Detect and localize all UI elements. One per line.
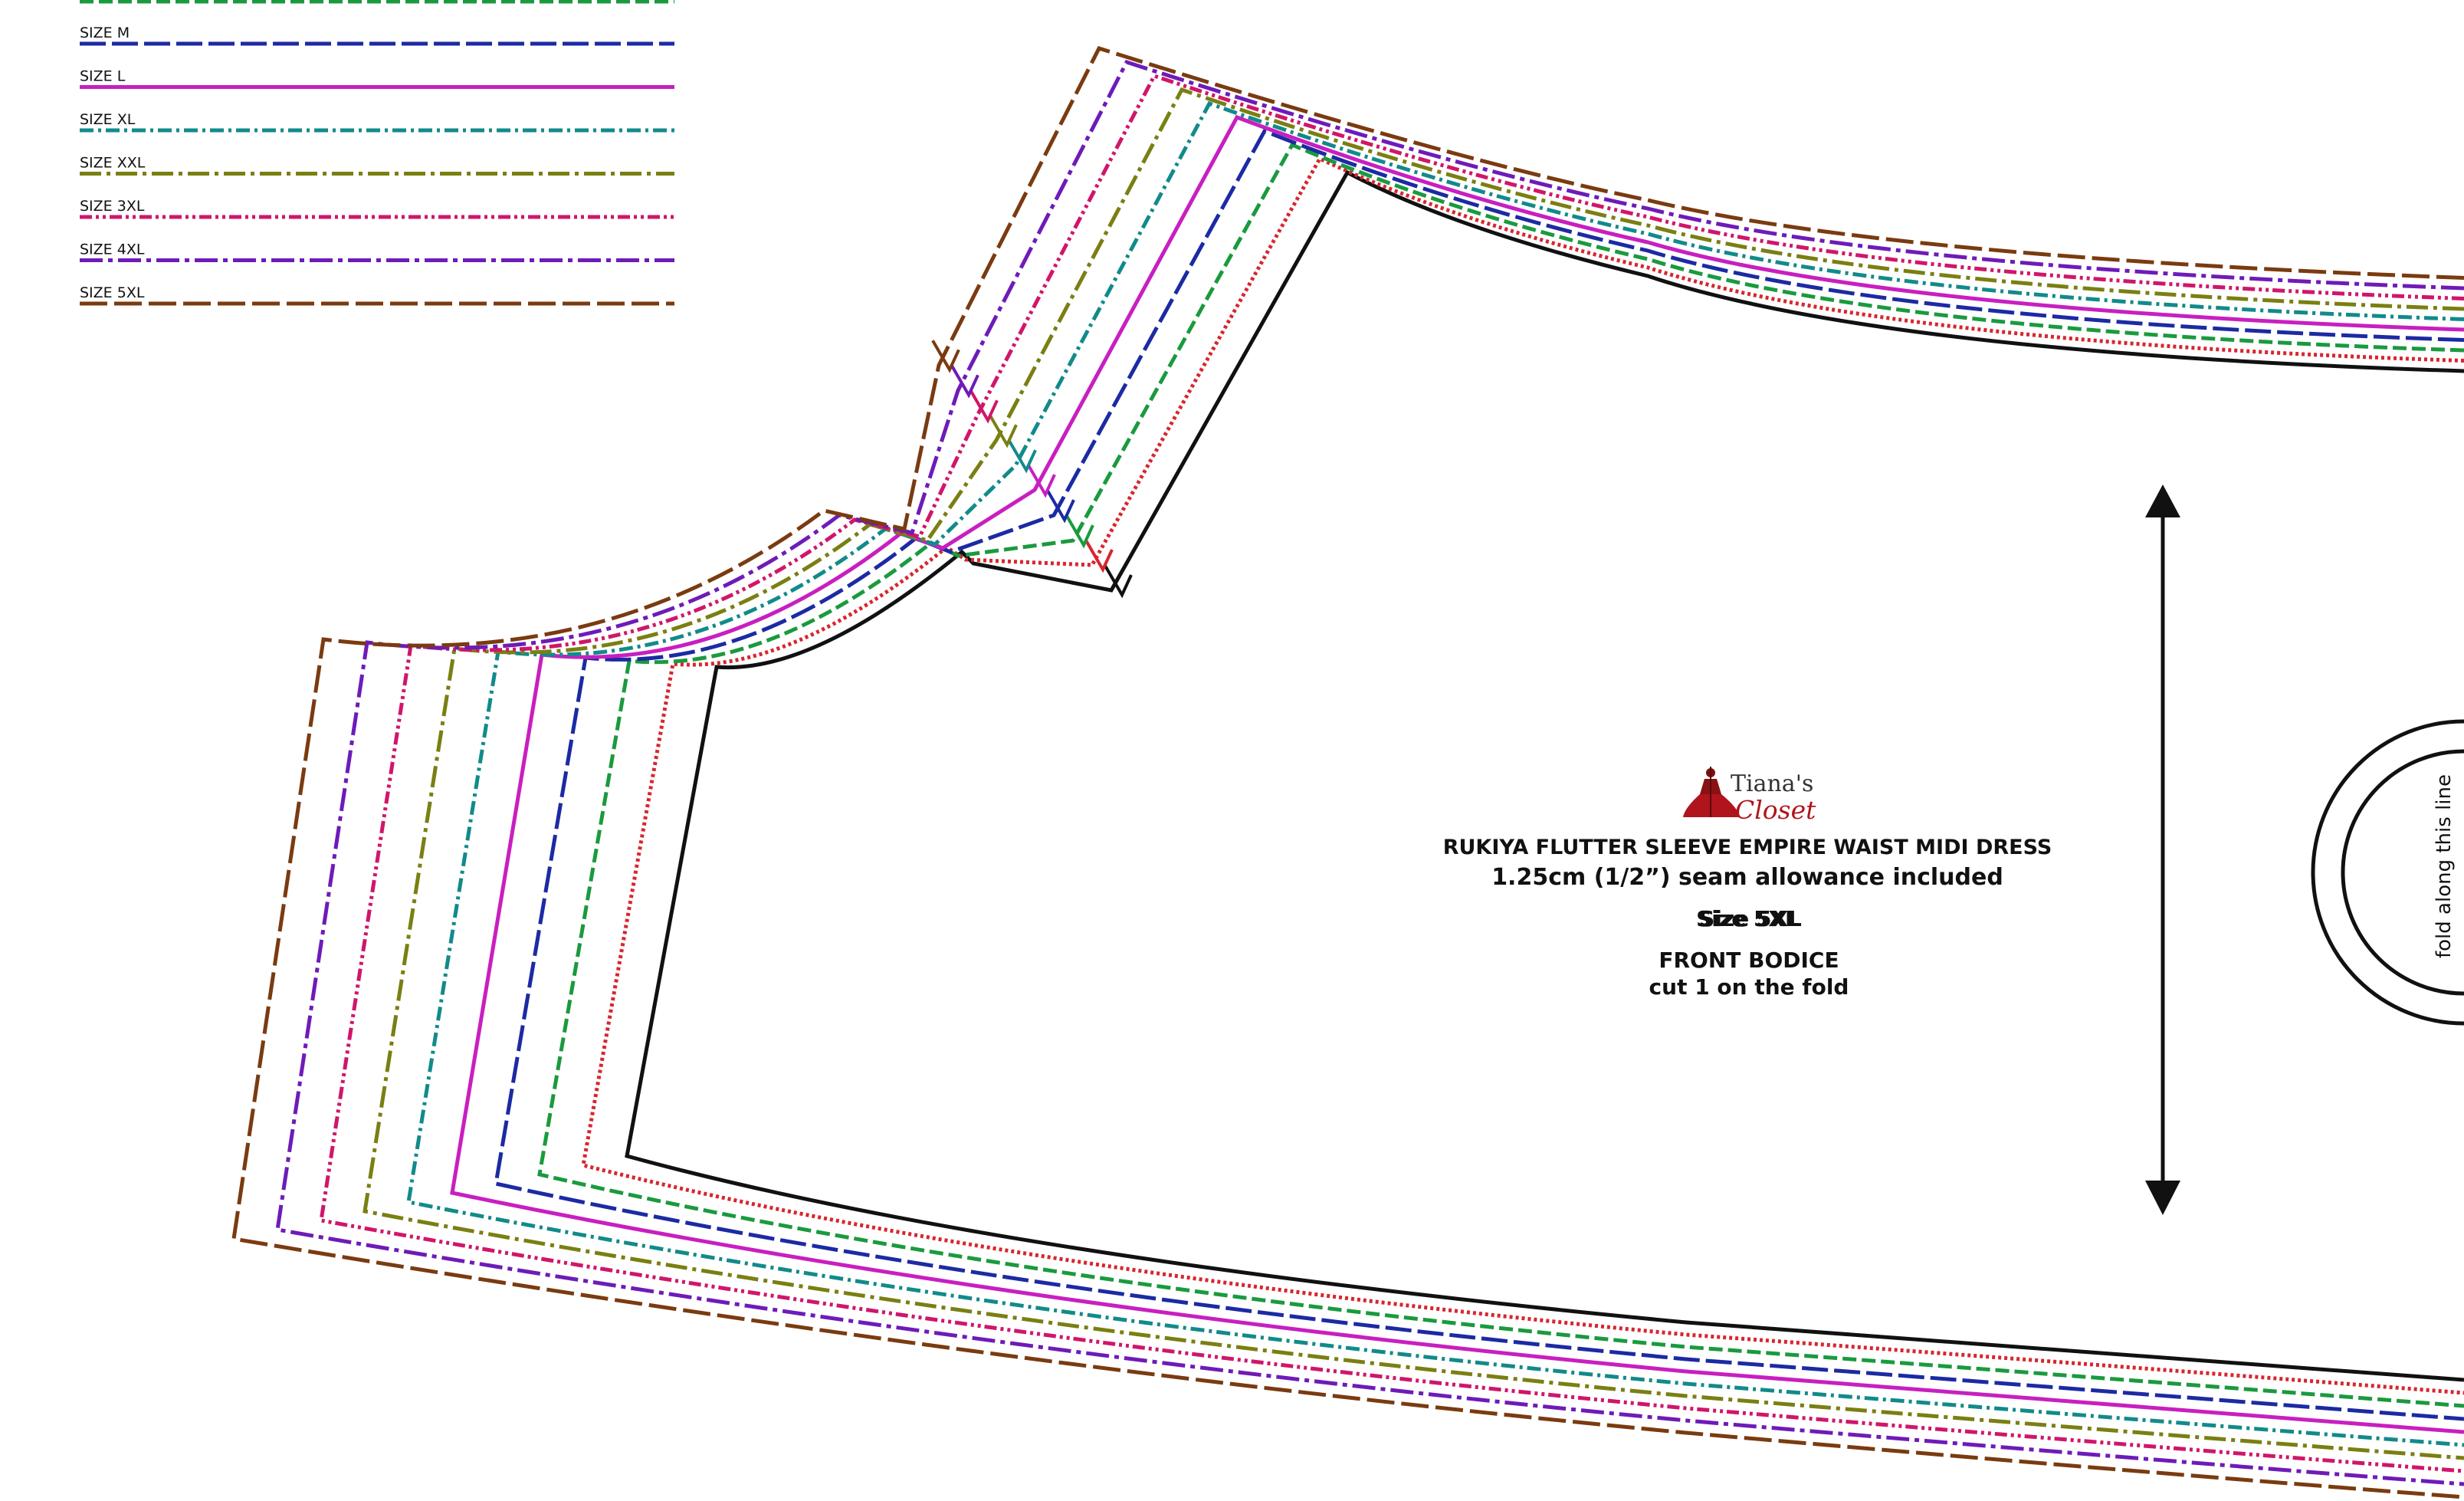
- grainline-arrow: [2145, 484, 2180, 1215]
- size-outline: [231, 45, 2464, 1499]
- notch-mark: [931, 340, 960, 373]
- fold-instruction: fold along this line: [2433, 774, 2456, 958]
- brand-name-bottom: Closet: [1735, 795, 1816, 825]
- size-outline: [450, 114, 2464, 1434]
- notch-mark: [950, 365, 979, 399]
- pattern-title: RUKIYA FLUTTER SLEEVE EMPIRE WAIST MIDI …: [1443, 836, 2052, 859]
- size-stack-text: Size 5XL: [1699, 906, 1802, 931]
- size-outline: [319, 73, 2464, 1473]
- size-outline: [537, 142, 2464, 1408]
- legend-label: SIZE 5XL: [80, 284, 145, 301]
- legend-row: SIZE XL: [80, 111, 674, 133]
- seam-allowance-note: 1.25cm (1/2”) seam allowance included: [1491, 864, 2003, 891]
- dress-icon: [1683, 767, 1740, 817]
- legend-label: SIZE M: [80, 25, 130, 41]
- size-legend: SIZE M SIZE L SIZE XL SIZE XXL SIZE 3XL SIZE …: [80, 0, 674, 306]
- notch-mark: [1084, 539, 1114, 573]
- legend-label: SIZE 4XL: [80, 241, 145, 258]
- fold-circle: fold along this line: [2311, 719, 2464, 1026]
- piece-name: FRONT BODICE: [1659, 948, 1839, 973]
- notch-mark: [1008, 440, 1037, 474]
- notch-mark: [1104, 564, 1133, 599]
- notch-mark: [989, 415, 1018, 448]
- size-outline: [406, 100, 2464, 1447]
- size-outline: [275, 59, 2464, 1486]
- legend-row: SIZE M: [80, 25, 674, 46]
- legend-label: SIZE 3XL: [80, 198, 145, 215]
- brand-name-top: Tiana's: [1731, 770, 1813, 797]
- legend-label: SIZE L: [80, 68, 126, 85]
- size-stack-text-overlap: Size 5XL: [1696, 906, 1799, 931]
- notch-mark: [1027, 465, 1056, 498]
- legend-label: SIZE XXL: [80, 155, 146, 172]
- legend-row: SIZE 4XL: [80, 241, 674, 262]
- size-outline: [363, 87, 2464, 1460]
- size-outline: [625, 169, 2464, 1382]
- size-outlines: [231, 45, 2464, 1499]
- cut-instruction: cut 1 on the fold: [1649, 974, 1849, 1000]
- size-outline: [581, 156, 2464, 1395]
- notch-mark: [1046, 490, 1075, 524]
- legend-row: SIZE 5XL: [80, 284, 674, 306]
- notch-mark: [970, 390, 999, 424]
- legend-row: SIZE XXL: [80, 155, 674, 176]
- legend-row: SIZE L: [80, 68, 674, 89]
- legend-label: SIZE XL: [80, 111, 136, 128]
- brand-logo: Tiana's Closet: [1683, 767, 1816, 825]
- legend-row: SIZE 3XL: [80, 198, 674, 219]
- notch-mark: [1065, 515, 1094, 549]
- size-outline: [494, 128, 2464, 1421]
- size-stack: Size 5XL Size 5XL: [1696, 906, 1802, 931]
